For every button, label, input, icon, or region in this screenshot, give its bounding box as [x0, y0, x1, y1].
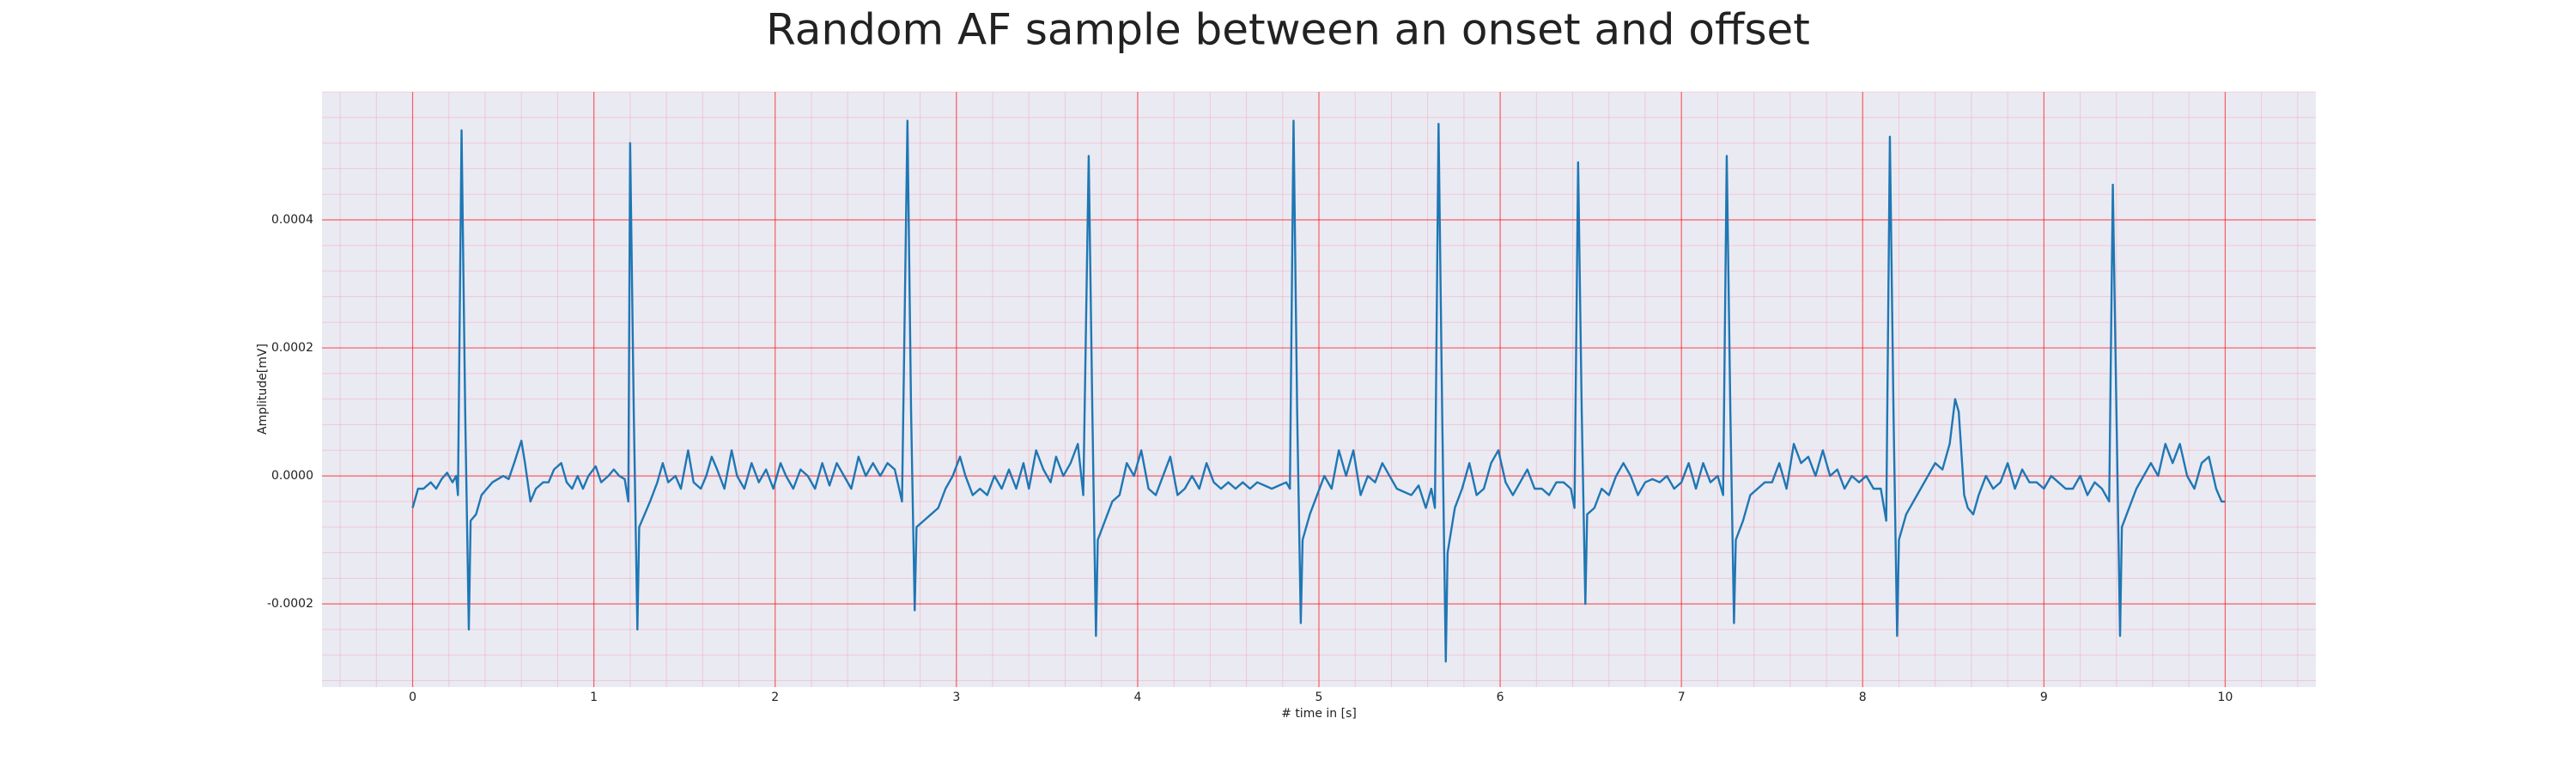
x-tick-label: 6	[1497, 691, 1504, 704]
x-tick-label: 10	[2218, 691, 2233, 704]
signal-line	[411, 119, 2226, 663]
x-tick-label: 9	[2040, 691, 2048, 704]
x-tick-label: 2	[771, 691, 779, 704]
x-tick-label: 1	[590, 691, 598, 704]
x-axis-label: # time in [s]	[1281, 707, 1357, 721]
x-tick-label: 7	[1678, 691, 1686, 704]
x-tick-label: 4	[1133, 691, 1141, 704]
x-tick-label: 8	[1859, 691, 1867, 704]
x-tick-label: 0	[409, 691, 416, 704]
x-tick-label: 5	[1315, 691, 1323, 704]
y-tick-label: -0.0002	[267, 597, 313, 611]
y-tick-label: 0.0000	[271, 469, 313, 483]
x-tick-label: 3	[952, 691, 960, 704]
y-tick-label: 0.0002	[271, 341, 313, 355]
chart-title: Random AF sample between an onset and of…	[766, 5, 1810, 55]
y-axis-label: Amplitude[mV]	[256, 344, 270, 435]
y-tick-label: 0.0004	[271, 213, 313, 227]
